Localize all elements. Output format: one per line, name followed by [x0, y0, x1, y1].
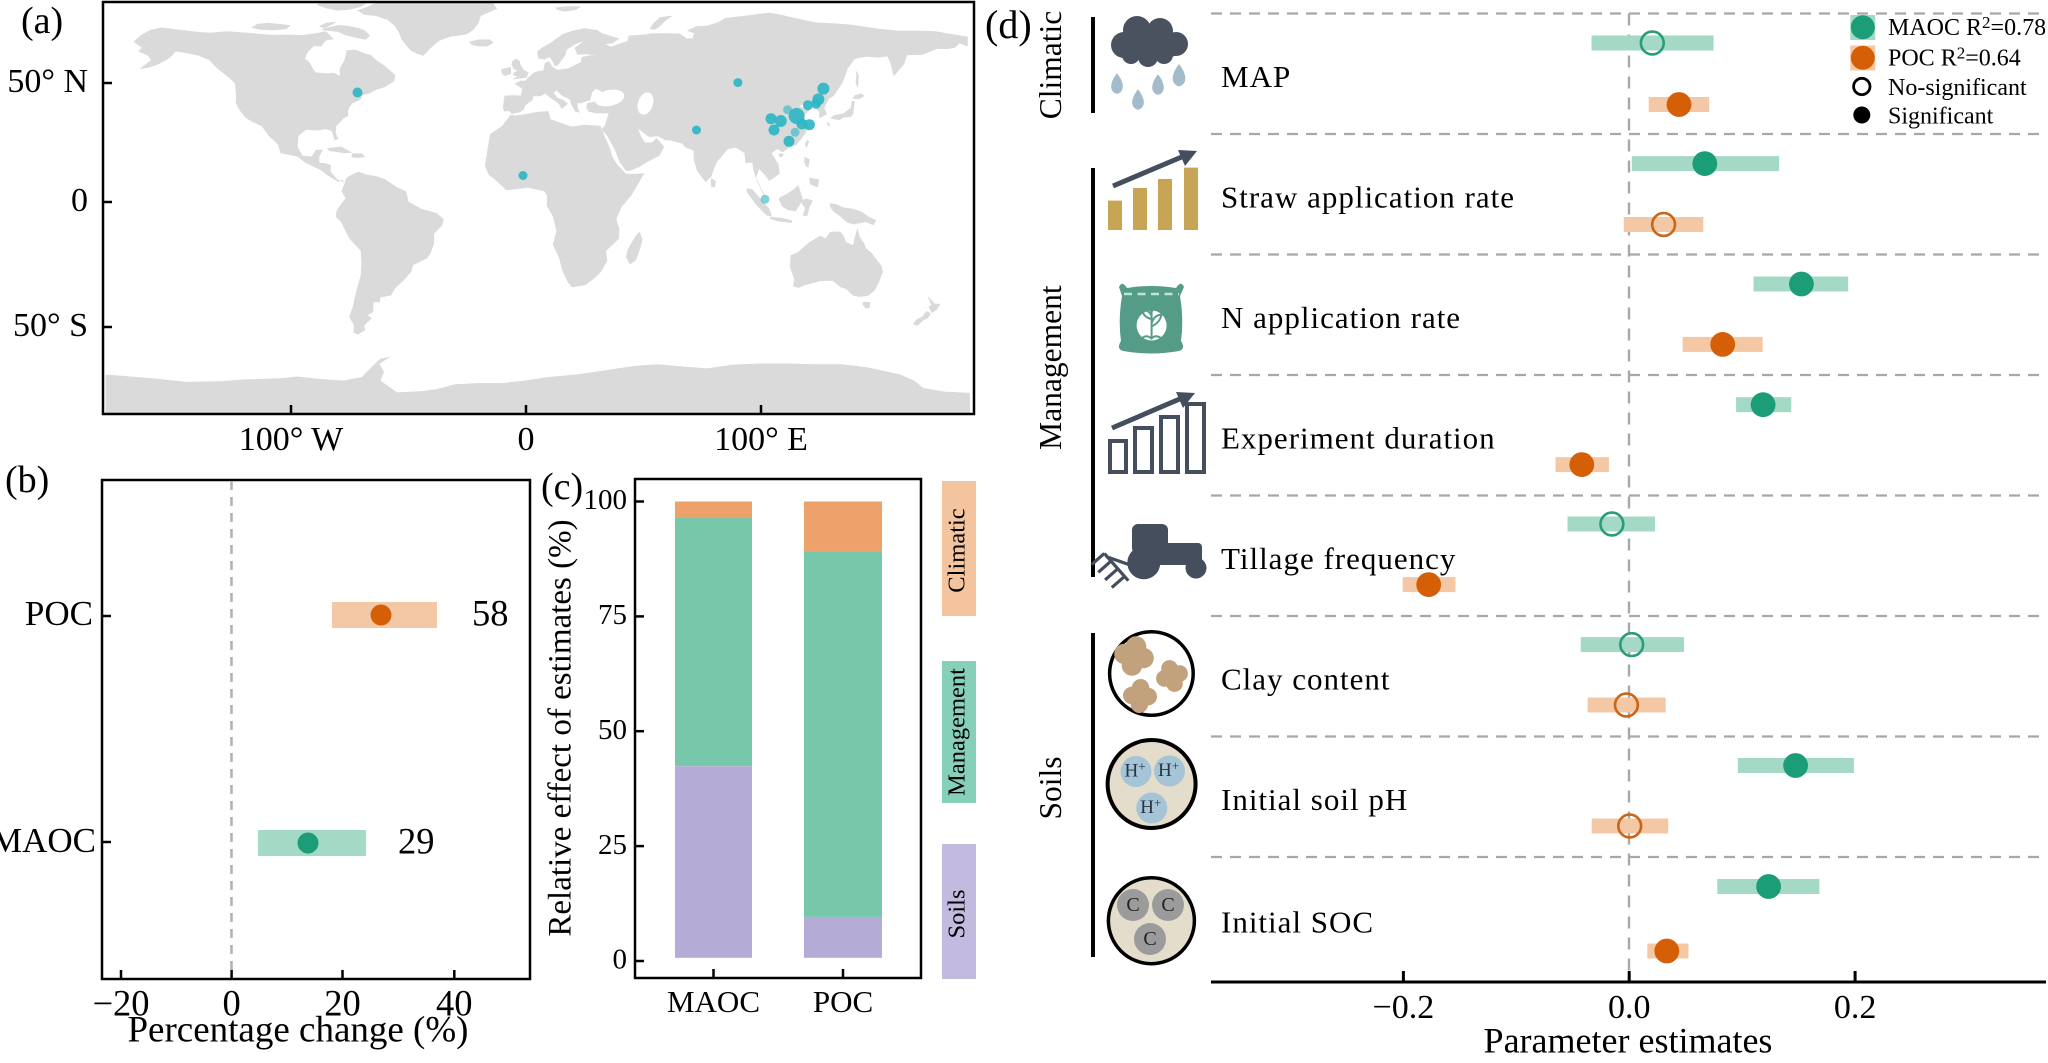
svg-text:Clay content: Clay content — [1221, 661, 1391, 696]
svg-text:Experiment duration: Experiment duration — [1221, 420, 1496, 455]
svg-text:50° S: 50° S — [13, 307, 88, 344]
svg-text:−0.2: −0.2 — [1373, 989, 1435, 1026]
svg-text:POC R2=0.64: POC R2=0.64 — [1888, 44, 2021, 72]
svg-text:0.2: 0.2 — [1834, 989, 1877, 1026]
svg-text:0: 0 — [71, 182, 88, 219]
svg-text:Significant: Significant — [1888, 104, 1994, 130]
svg-text:POC: POC — [813, 984, 873, 1019]
svg-text:Climatic: Climatic — [944, 508, 971, 593]
svg-text:100: 100 — [584, 484, 628, 516]
svg-text:0: 0 — [613, 944, 628, 976]
svg-text:Tillage frequency: Tillage frequency — [1221, 541, 1456, 576]
svg-text:100° E: 100° E — [714, 421, 808, 458]
svg-text:Management: Management — [1033, 285, 1068, 450]
svg-text:−20: −20 — [92, 982, 149, 1023]
svg-text:MAP: MAP — [1221, 59, 1291, 94]
svg-text:Percentage change (%): Percentage change (%) — [127, 1009, 468, 1050]
svg-text:0: 0 — [518, 421, 535, 458]
svg-text:C: C — [1161, 894, 1174, 916]
svg-text:(a): (a) — [21, 0, 63, 42]
svg-text:0: 0 — [222, 982, 240, 1023]
svg-text:POC: POC — [25, 594, 93, 633]
svg-text:100° W: 100° W — [239, 421, 344, 458]
svg-text:Climatic: Climatic — [1033, 11, 1068, 120]
svg-text:25: 25 — [598, 829, 627, 861]
svg-text:Initial SOC: Initial SOC — [1221, 905, 1374, 940]
svg-text:50: 50 — [598, 714, 627, 746]
svg-text:Management: Management — [944, 668, 971, 796]
svg-text:(d): (d) — [985, 2, 1032, 47]
svg-text:Soils: Soils — [1033, 756, 1068, 819]
svg-text:MAOC: MAOC — [0, 821, 96, 860]
svg-text:Initial soil pH: Initial soil pH — [1221, 782, 1408, 817]
svg-text:75: 75 — [598, 599, 627, 631]
svg-text:N application rate: N application rate — [1221, 300, 1461, 335]
svg-text:C: C — [1126, 894, 1139, 916]
svg-text:0.0: 0.0 — [1608, 989, 1651, 1026]
svg-text:(b): (b) — [5, 459, 49, 501]
svg-text:20: 20 — [324, 982, 361, 1023]
svg-text:Straw application rate: Straw application rate — [1221, 179, 1515, 214]
svg-text:40: 40 — [436, 982, 473, 1023]
svg-text:Soils: Soils — [944, 889, 971, 938]
svg-text:(c): (c) — [541, 466, 583, 508]
svg-text:Parameter estimates: Parameter estimates — [1484, 1020, 1773, 1060]
svg-text:50° N: 50° N — [7, 63, 88, 100]
svg-text:Relative effect of estimates (: Relative effect of estimates (%) — [543, 519, 579, 936]
svg-text:C: C — [1143, 928, 1156, 950]
svg-text:58: 58 — [472, 592, 509, 633]
svg-text:29: 29 — [398, 820, 435, 861]
svg-text:No-significant: No-significant — [1888, 75, 2027, 101]
svg-text:MAOC R2=0.78: MAOC R2=0.78 — [1888, 13, 2046, 41]
svg-text:MAOC: MAOC — [667, 984, 760, 1019]
